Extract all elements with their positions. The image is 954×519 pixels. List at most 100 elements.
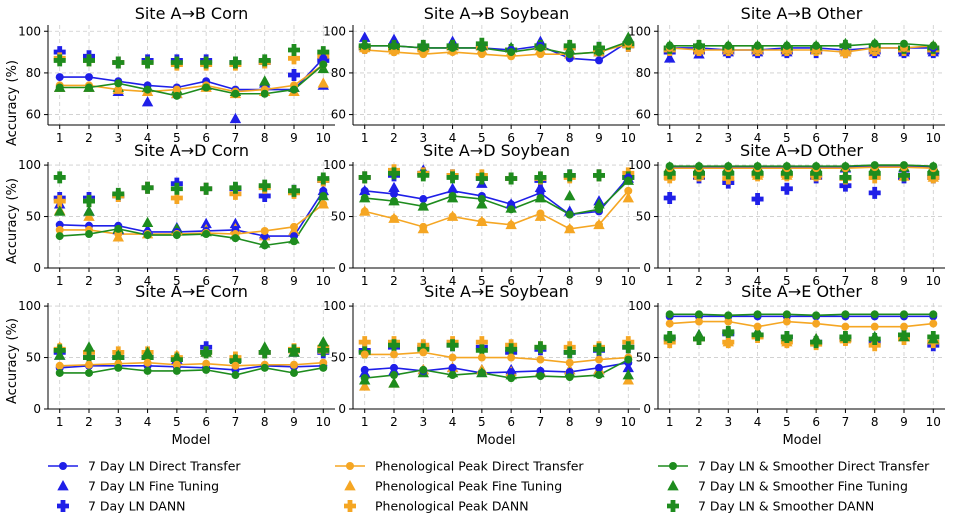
x-tick-label: 6 [507, 274, 515, 288]
x-tick-label: 3 [724, 415, 732, 429]
y-tick-label: 50 [331, 210, 346, 224]
data-point [231, 361, 240, 370]
data-point [900, 322, 908, 331]
ylabel-row-2: Accuracy (%) [5, 178, 20, 264]
series-7-day-ln-dann [358, 339, 635, 359]
legend: 7 Day LN Direct Transfer 7 Day LN Fine Tu… [48, 459, 930, 514]
series-7-day-ln-smoother-direct-transfer [55, 60, 328, 100]
data-point [839, 171, 852, 184]
legend-entry-phenological-peak-dann: Phenological Peak DANN [344, 499, 529, 514]
data-point [695, 310, 703, 319]
data-point [55, 232, 64, 241]
data-point [388, 167, 400, 180]
data-point [114, 85, 123, 94]
series-7-day-ln-fine-tuning [359, 164, 634, 216]
data-point [53, 344, 66, 357]
subplot-title: Site A→B Corn [135, 4, 249, 23]
x-tick-label: 1 [666, 131, 674, 145]
series-line-phenological-peak-direct-transfer [59, 63, 324, 93]
data-point [448, 353, 457, 362]
series-7-day-ln-smoother-direct-transfer [55, 191, 328, 250]
x-tick-label: 9 [595, 415, 603, 429]
series-line-7-day-ln-smoother-direct-transfer [364, 179, 629, 216]
subplot-title: Site A→E Soybean [424, 282, 569, 301]
series-line-phenological-peak-direct-transfer [59, 361, 324, 367]
series-7-day-ln-smoother-dann [358, 167, 635, 185]
series-line-phenological-peak-direct-transfer [669, 320, 934, 328]
x-tick-label: 1 [666, 274, 674, 288]
data-point [202, 230, 211, 239]
data-point [85, 230, 93, 239]
series-7-day-ln-smoother-direct-transfer [360, 37, 633, 59]
data-point [260, 89, 269, 98]
data-point [360, 207, 369, 216]
data-point [507, 48, 516, 57]
legend-marker [344, 480, 356, 491]
x-tick-label: 4 [754, 274, 762, 288]
x-tick-label: 1 [56, 274, 64, 288]
series-7-day-ln-smoother-dann [663, 325, 940, 349]
series-phenological-peak-dann [663, 330, 940, 352]
data-point [319, 191, 328, 200]
y-tick-label: 0 [33, 261, 41, 275]
data-point [536, 209, 545, 218]
x-tick-label: 8 [871, 131, 879, 145]
y-tick-label: 80 [331, 66, 346, 80]
data-point [85, 73, 93, 82]
data-point [665, 41, 674, 50]
legend-entry-7-day-ln-direct-transfer: 7 Day LN Direct Transfer [48, 459, 241, 474]
series-7-day-ln-smoother-fine-tuning [359, 366, 634, 388]
data-point [390, 363, 398, 372]
x-tick-label: 4 [754, 131, 762, 145]
data-point [319, 363, 328, 372]
series-line-7-day-ln-smoother-direct-transfer [669, 313, 934, 317]
x-tick-label: 4 [449, 274, 457, 288]
data-point [419, 43, 428, 52]
data-point [290, 360, 298, 369]
data-point [477, 195, 486, 204]
y-tick-label: 50 [26, 351, 41, 365]
subplot-site-a-b-corn: 1 2 3 4 5 6 7 8 9 10 60 80 100 Site A→B Corn [18, 4, 335, 145]
data-point [419, 195, 428, 204]
series-7-day-ln-dann [53, 46, 330, 81]
x-tick-label: 10 [926, 131, 941, 145]
data-point [724, 311, 733, 320]
legend-entry-7-day-ln-smoother-dann: 7 Day LN & Smoother DANN [667, 499, 874, 514]
x-tick-label: 10 [926, 274, 941, 288]
series-7-day-ln-smoother-direct-transfer [360, 355, 633, 383]
data-point [841, 162, 850, 171]
data-point [780, 182, 793, 195]
data-point [565, 224, 574, 233]
legend-entry-7-day-ln-smoother-fine-tuning: 7 Day LN & Smoother Fine Tuning [667, 479, 908, 494]
data-point [693, 333, 705, 346]
series-7-day-ln-smoother-dann [53, 171, 330, 208]
series-phenological-peak-direct-transfer [665, 317, 938, 331]
data-point [595, 205, 603, 214]
series-phenological-peak-dann [358, 39, 635, 56]
data-point [507, 353, 516, 362]
subplot-site-a-b-other: 1 2 3 4 5 6 7 8 9 10 60 80 100 Site A→B Other [628, 4, 945, 145]
data-point [563, 169, 576, 182]
x-tick-label: 9 [290, 415, 298, 429]
x-tick-label: 6 [812, 415, 820, 429]
ylabel-row-3: Accuracy (%) [5, 318, 20, 404]
data-point [317, 46, 330, 59]
data-point [390, 197, 398, 206]
legend-marker [59, 462, 67, 470]
data-point [200, 182, 213, 195]
series-phenological-peak-fine-tuning [54, 341, 329, 362]
data-point [595, 363, 603, 372]
y-tick-label: 80 [636, 66, 651, 80]
x-tick-label: 7 [232, 274, 240, 288]
legend-marker [57, 480, 69, 491]
x-tick-label: 3 [419, 274, 427, 288]
data-point [55, 225, 64, 234]
series-7-day-ln-fine-tuning [664, 325, 939, 347]
legend-label: 7 Day LN & Smoother DANN [698, 499, 874, 514]
data-point [622, 341, 635, 354]
data-point [83, 351, 95, 364]
data-point [536, 43, 545, 52]
series-phenological-peak-dann [358, 164, 635, 185]
series-line-7-day-ln-direct-transfer [669, 165, 934, 168]
y-tick-label: 60 [26, 108, 41, 122]
